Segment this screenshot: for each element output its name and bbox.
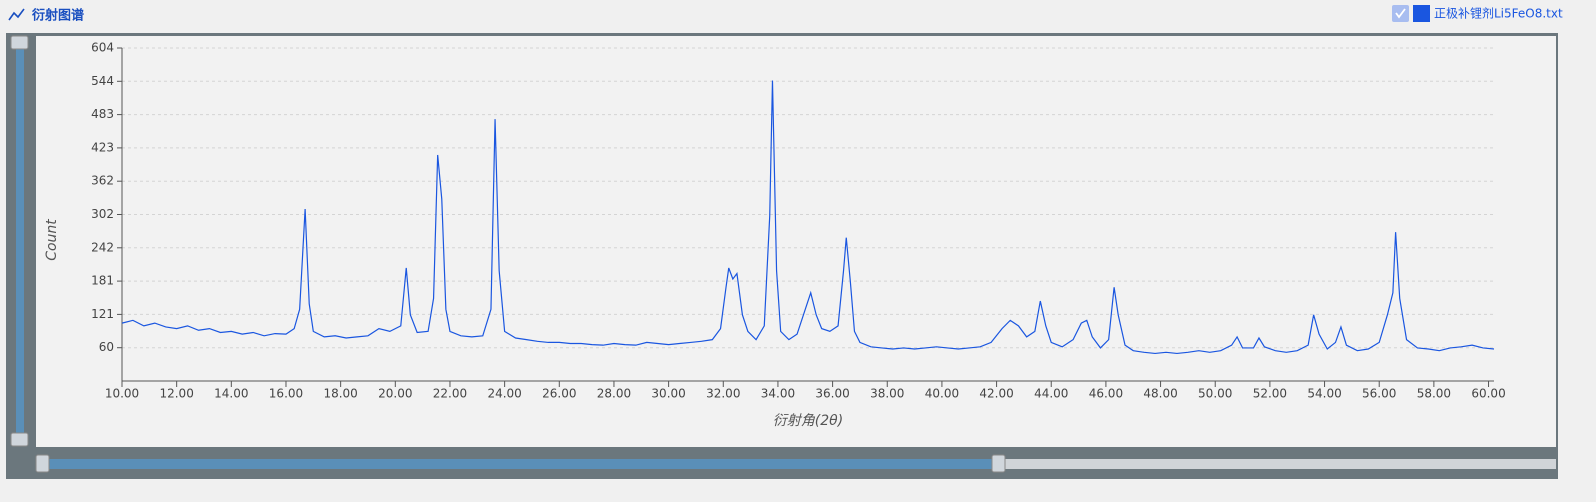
y-tick-label: 121	[91, 307, 114, 321]
x-tick-label: 26.00	[542, 387, 576, 401]
x-tick-label: 18.00	[323, 387, 357, 401]
data-line	[121, 80, 1495, 355]
panel-title: 衍射图谱	[31, 8, 84, 24]
y-tick-label: 362	[91, 174, 114, 188]
x-axis-title: 衍射角(2θ)	[773, 413, 843, 429]
legend-swatch	[1413, 5, 1430, 22]
x-tick-label: 46.00	[1089, 387, 1123, 401]
h-slider-handle[interactable]	[991, 454, 1006, 473]
x-tick-label: 56.00	[1362, 387, 1396, 401]
x-tick-label: 40.00	[925, 387, 959, 401]
y-tick-label: 181	[91, 274, 114, 288]
v-slider-handle[interactable]	[10, 35, 29, 50]
y-axis-title: Count	[44, 219, 60, 261]
x-tick-label: 28.00	[597, 387, 631, 401]
y-tick-label: 604	[91, 41, 114, 55]
x-tick-label: 34.00	[761, 387, 795, 401]
x-tick-label: 58.00	[1417, 387, 1451, 401]
x-tick-label: 38.00	[870, 387, 904, 401]
y-tick-label: 483	[91, 107, 114, 121]
x-tick-label: 60.00	[1471, 387, 1505, 401]
x-tick-label: 14.00	[214, 387, 248, 401]
h-slider-handle[interactable]	[35, 454, 50, 473]
x-tick-label: 16.00	[269, 387, 303, 401]
x-tick-label: 24.00	[487, 387, 521, 401]
x-tick-label: 36.00	[815, 387, 849, 401]
x-tick-label: 42.00	[979, 387, 1013, 401]
v-slider-handle[interactable]	[10, 432, 29, 447]
x-tick-label: 50.00	[1198, 387, 1232, 401]
x-tick-label: 52.00	[1253, 387, 1287, 401]
h-slider-track	[42, 459, 1000, 469]
v-slider-track	[16, 42, 24, 440]
x-tick-label: 32.00	[706, 387, 740, 401]
y-tick-label: 242	[91, 240, 114, 254]
y-tick-label: 544	[91, 74, 114, 88]
header-bar	[0, 0, 1596, 30]
plot-panel	[36, 36, 1556, 447]
x-tick-label: 10.00	[105, 387, 139, 401]
y-tick-label: 302	[91, 207, 114, 221]
legend-label[interactable]: 正极补锂剂Li5FeO8.txt	[1434, 6, 1563, 21]
x-tick-label: 30.00	[651, 387, 685, 401]
y-tick-label: 60	[99, 340, 114, 354]
y-tick-label: 423	[91, 140, 114, 154]
x-tick-label: 54.00	[1307, 387, 1341, 401]
x-tick-label: 48.00	[1143, 387, 1177, 401]
x-tick-label: 12.00	[159, 387, 193, 401]
x-tick-label: 20.00	[378, 387, 412, 401]
check-icon	[1395, 8, 1406, 19]
h-slider-rest	[1000, 459, 1556, 469]
chart-icon	[8, 8, 25, 21]
x-tick-label: 44.00	[1034, 387, 1068, 401]
legend-checkbox[interactable]	[1392, 5, 1409, 22]
x-tick-label: 22.00	[433, 387, 467, 401]
